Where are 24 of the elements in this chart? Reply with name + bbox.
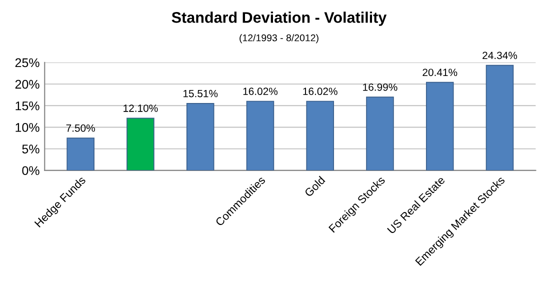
bar (486, 64, 514, 170)
y-tick-label: 20% (15, 80, 40, 89)
data-label: 24.34% (482, 52, 518, 60)
bar (186, 103, 214, 170)
chart-subtitle: (12/1993 - 8/2012) (240, 34, 318, 44)
data-label: 16.99% (363, 83, 398, 91)
bar (366, 96, 394, 170)
y-tick-label: 15% (16, 102, 40, 110)
bar (246, 100, 274, 170)
y-tick-label: 25% (15, 58, 40, 68)
bar (426, 82, 454, 170)
y-tick-label: 10% (16, 123, 40, 132)
data-label: 15.51% (183, 90, 218, 98)
chart-title: Standard Deviation - Volatility (172, 12, 387, 26)
data-label: 12.10% (124, 104, 158, 112)
bar (66, 138, 94, 170)
y-tick-label: 0% (22, 166, 40, 176)
data-label: 16.02% (303, 88, 338, 96)
data-label: 7.50% (66, 124, 95, 132)
bar (306, 100, 334, 170)
y-tick-label: 5% (22, 144, 40, 154)
bar (126, 118, 154, 170)
data-label: 20.41% (422, 68, 458, 76)
data-label: 16.02% (243, 88, 278, 96)
